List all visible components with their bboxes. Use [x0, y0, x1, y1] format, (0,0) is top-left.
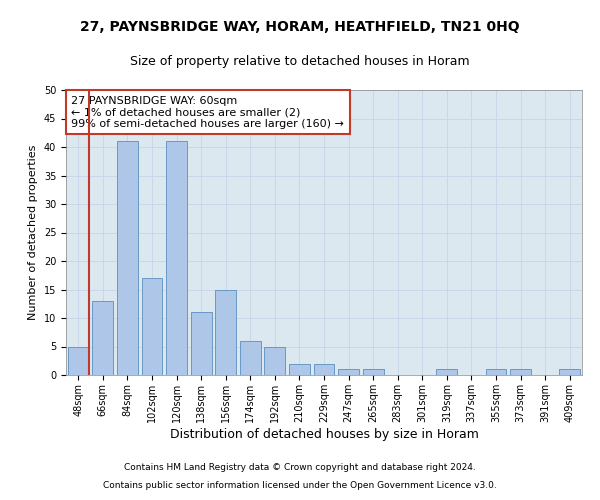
Text: Contains public sector information licensed under the Open Government Licence v3: Contains public sector information licen… [103, 481, 497, 490]
Bar [68, 346, 89, 375]
Bar [314, 364, 334, 375]
Bar [166, 142, 187, 375]
Text: Contains HM Land Registry data © Crown copyright and database right 2024.: Contains HM Land Registry data © Crown c… [124, 464, 476, 472]
Bar [215, 290, 236, 375]
Bar [338, 370, 359, 375]
Bar [436, 370, 457, 375]
Bar [191, 312, 212, 375]
Bar [117, 142, 138, 375]
Bar [289, 364, 310, 375]
Bar [240, 341, 261, 375]
Bar [92, 301, 113, 375]
X-axis label: Distribution of detached houses by size in Horam: Distribution of detached houses by size … [170, 428, 478, 440]
Bar [142, 278, 163, 375]
Bar [510, 370, 531, 375]
Bar [559, 370, 580, 375]
Bar [485, 370, 506, 375]
Y-axis label: Number of detached properties: Number of detached properties [28, 145, 38, 320]
Text: 27 PAYNSBRIDGE WAY: 60sqm
← 1% of detached houses are smaller (2)
99% of semi-de: 27 PAYNSBRIDGE WAY: 60sqm ← 1% of detach… [71, 96, 344, 129]
Bar [265, 346, 286, 375]
Text: Size of property relative to detached houses in Horam: Size of property relative to detached ho… [130, 55, 470, 68]
Text: 27, PAYNSBRIDGE WAY, HORAM, HEATHFIELD, TN21 0HQ: 27, PAYNSBRIDGE WAY, HORAM, HEATHFIELD, … [80, 20, 520, 34]
Bar [362, 370, 383, 375]
